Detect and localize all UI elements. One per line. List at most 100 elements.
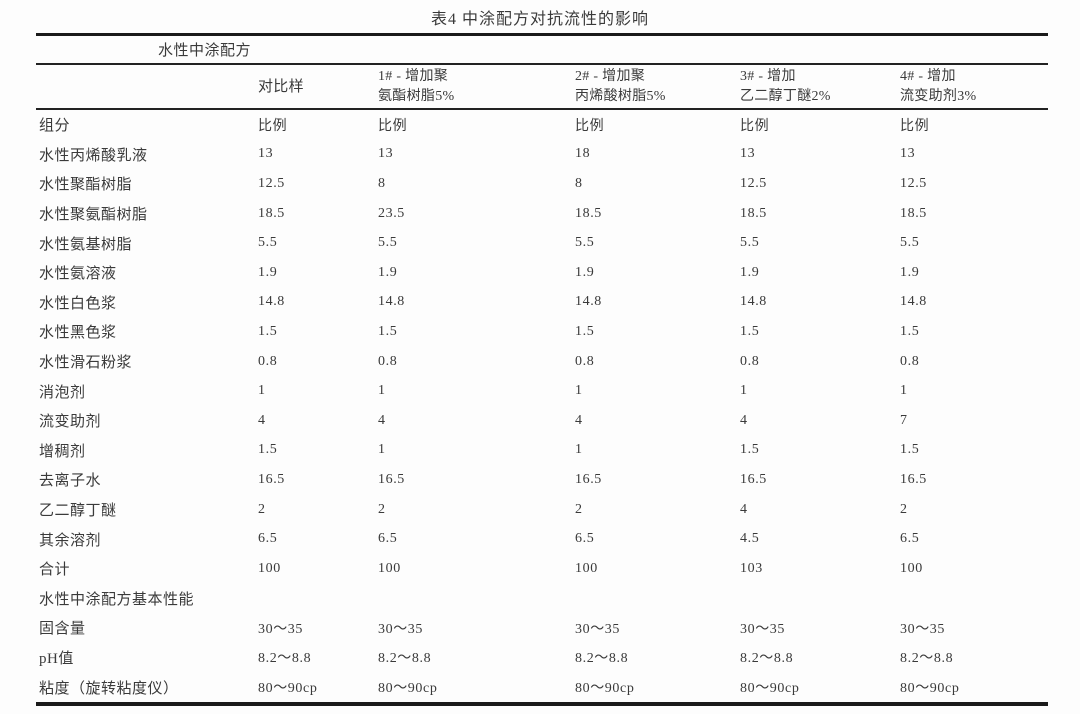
- cell-value: 4.5: [740, 531, 760, 547]
- cell-value: 16.5: [740, 471, 767, 487]
- cell-value: 80～90cp: [740, 681, 800, 697]
- cell-value: 13: [740, 146, 756, 162]
- cell-value: 4: [378, 412, 386, 428]
- cell-value: 1.5: [575, 323, 595, 339]
- cell-value: 1.5: [258, 323, 278, 339]
- cell-value: 4: [740, 501, 748, 517]
- column-header-line2: 丙烯酸树脂5%: [575, 89, 666, 104]
- column-header-line2: 乙二醇丁醚2%: [740, 89, 831, 104]
- header-divider-rule: [36, 108, 1048, 110]
- table-top-rule: [36, 33, 1048, 36]
- table-row: 流变助剂 4 4 4 4 7: [36, 406, 1048, 436]
- formulation-table: 水性中涂配方 对比样 1# - 增加聚 氨酯树脂5% 2# - 增加聚 丙烯酸树…: [36, 33, 1048, 706]
- cell-value: 比例: [378, 118, 408, 134]
- cell-value: 6.5: [378, 531, 398, 547]
- row-label: 去离子水: [39, 473, 102, 490]
- cell-value: 80～90cp: [378, 681, 438, 697]
- column-header-3: 3# - 增加 乙二醇丁醚2%: [740, 65, 900, 108]
- row-label: 水性滑石粉浆: [39, 355, 133, 372]
- cell-value: 16.5: [258, 471, 285, 487]
- cell-value: 1: [258, 383, 266, 399]
- cell-value: 1.9: [258, 264, 278, 280]
- cell-value: 14.8: [575, 294, 602, 310]
- cell-value: 14.8: [740, 294, 767, 310]
- cell-value: 23.5: [378, 205, 405, 221]
- cell-value: 比例: [740, 118, 770, 134]
- cell-value: 18.5: [575, 205, 602, 221]
- cell-value: 1: [740, 383, 748, 399]
- cell-value: 1.9: [740, 264, 760, 280]
- cell-value: 14.8: [900, 294, 927, 310]
- cell-value: 16.5: [900, 471, 927, 487]
- cell-value: 1.9: [378, 264, 398, 280]
- cell-value: 8.2～8.8: [258, 651, 312, 667]
- row-label: 水性氨基树脂: [39, 236, 133, 253]
- row-label: 固含量: [39, 621, 86, 638]
- cell-value: 80～90cp: [575, 681, 635, 697]
- table-row: 水性氨溶液 1.9 1.9 1.9 1.9 1.9: [36, 258, 1048, 288]
- cell-value: 5.5: [258, 235, 278, 251]
- cell-value: 8: [575, 175, 583, 191]
- cell-value: 0.8: [900, 353, 920, 369]
- row-label: 水性白色浆: [39, 295, 117, 312]
- cell-value: 4: [740, 412, 748, 428]
- cell-value: 100: [258, 560, 281, 576]
- cell-value: 80～90cp: [900, 681, 960, 697]
- cell-value: 1: [575, 383, 583, 399]
- table-row: pH值 8.2～8.8 8.2～8.8 8.2～8.8 8.2～8.8 8.2～8.8: [36, 643, 1048, 673]
- cell-value: 8.2～8.8: [378, 651, 432, 667]
- table-header-row: 对比样 1# - 增加聚 氨酯树脂5% 2# - 增加聚 丙烯酸树脂5% 3# …: [36, 65, 1048, 108]
- cell-value: 0.8: [740, 353, 760, 369]
- cell-value: 18.5: [258, 205, 285, 221]
- table-group-header: 水性中涂配方: [158, 43, 252, 59]
- cell-value: 1.9: [575, 264, 595, 280]
- row-label: 粘度（旋转粘度仪）: [39, 680, 179, 697]
- table-body: 组分 比例 比例 比例 比例 比例 水性丙烯酸乳液 13 13 18 13 13 水性聚酯树脂 12.5 8…: [36, 110, 1048, 702]
- row-label: 水性聚酯树脂: [39, 177, 133, 194]
- row-label: 消泡剂: [39, 384, 86, 401]
- table-row: 水性滑石粉浆 0.8 0.8 0.8 0.8 0.8: [36, 347, 1048, 377]
- table-row: 水性氨基树脂 5.5 5.5 5.5 5.5 5.5: [36, 228, 1048, 258]
- table-row: 增稠剂 1.5 1 1 1.5 1.5: [36, 436, 1048, 466]
- cell-value: 13: [378, 146, 394, 162]
- cell-value: 1.5: [740, 442, 760, 458]
- cell-value: 1.9: [900, 264, 920, 280]
- cell-value: 6.5: [900, 531, 920, 547]
- cell-value: 1.5: [740, 323, 760, 339]
- cell-value: 1: [378, 442, 386, 458]
- table-row: 其余溶剂 6.5 6.5 6.5 4.5 6.5: [36, 524, 1048, 554]
- table-row: 水性聚酯树脂 12.5 8 8 12.5 12.5: [36, 169, 1048, 199]
- cell-value: 1: [900, 383, 908, 399]
- table-row: 水性黑色浆 1.5 1.5 1.5 1.5 1.5: [36, 317, 1048, 347]
- cell-value: 1.5: [900, 323, 920, 339]
- cell-value: 8.2～8.8: [575, 651, 629, 667]
- cell-value: 1.5: [258, 442, 278, 458]
- cell-value: 30～35: [740, 621, 785, 637]
- cell-value: 16.5: [378, 471, 405, 487]
- cell-value: 6.5: [258, 531, 278, 547]
- column-header-line2: 流变助剂3%: [900, 89, 977, 104]
- cell-value: 30～35: [378, 621, 423, 637]
- column-header-line1: 2# - 增加聚: [575, 69, 646, 84]
- cell-value: 5.5: [740, 235, 760, 251]
- table-row: 水性聚氨酯树脂 18.5 23.5 18.5 18.5 18.5: [36, 199, 1048, 229]
- row-label: 水性氨溶液: [39, 266, 117, 283]
- row-label: 乙二醇丁醚: [39, 503, 117, 520]
- group-divider-rule: [36, 63, 1048, 65]
- table-row: 固含量 30～35 30～35 30～35 30～35 30～35: [36, 613, 1048, 643]
- row-label: pH值: [39, 650, 74, 667]
- table-row: 去离子水 16.5 16.5 16.5 16.5 16.5: [36, 465, 1048, 495]
- row-label: 其余溶剂: [39, 532, 102, 549]
- cell-value: 比例: [900, 118, 930, 134]
- cell-value: 18.5: [740, 205, 767, 221]
- cell-value: 30～35: [258, 621, 303, 637]
- row-label: 水性聚氨酯树脂: [39, 207, 148, 224]
- column-header-control: 对比样: [258, 78, 304, 95]
- cell-value: 2: [378, 501, 386, 517]
- cell-value: 13: [258, 146, 274, 162]
- cell-value: 0.8: [378, 353, 398, 369]
- cell-value: 13: [900, 146, 916, 162]
- cell-value: 8.2～8.8: [740, 651, 794, 667]
- column-header-line1: 4# - 增加: [900, 69, 956, 84]
